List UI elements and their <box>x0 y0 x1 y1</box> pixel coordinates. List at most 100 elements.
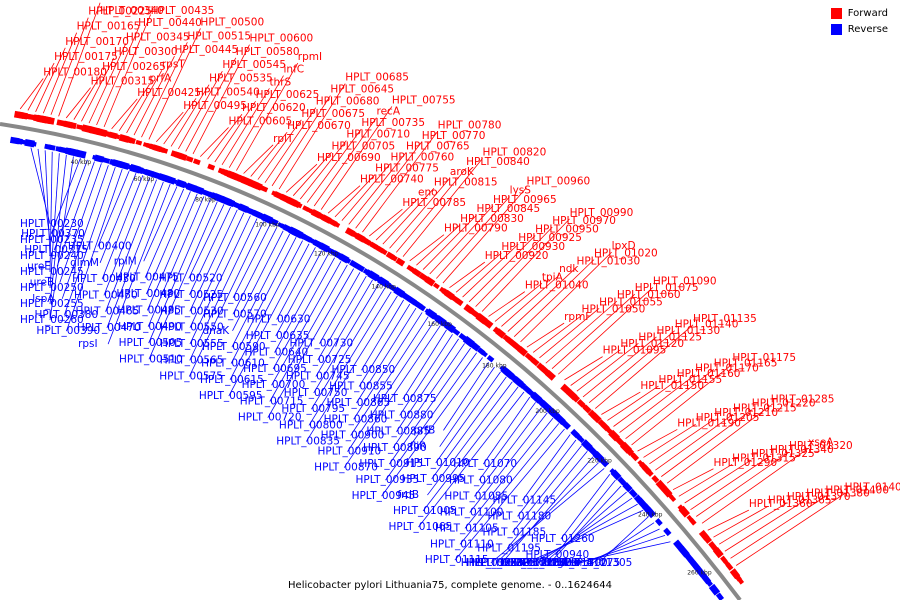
reverse-feature <box>75 149 87 159</box>
forward-label-leader <box>73 72 103 120</box>
forward-gene-label: HPLT_01140 <box>675 319 739 331</box>
forward-label-leader <box>292 152 332 196</box>
tick-label: 120 kbp <box>314 251 339 258</box>
forward-feature <box>651 475 660 484</box>
forward-gene-label: HPLT_00755 <box>392 94 456 106</box>
forward-label-leader <box>730 496 826 559</box>
reverse-label-leader <box>64 167 116 316</box>
forward-gene-label: eno <box>418 187 438 199</box>
reverse-feature <box>715 592 725 600</box>
forward-gene-label: HPLT_01060 <box>617 289 681 301</box>
forward-gene-label: rpsT <box>162 58 185 70</box>
reverse-label-leader <box>232 230 284 331</box>
reverse-gene-label: HPLT_00530 <box>160 305 224 317</box>
backbone-arc <box>0 122 742 600</box>
reverse-label-leader <box>347 320 435 452</box>
reverse-feature <box>170 178 178 185</box>
reverse-gene-label: HPLT_00430 <box>72 273 136 285</box>
forward-gene-label: HPLT_00620 <box>242 102 306 114</box>
reverse-feature <box>654 518 663 527</box>
reverse-label-leader <box>147 196 205 327</box>
forward-label-leader <box>455 252 502 293</box>
tick-label: 40 kbp <box>71 159 92 166</box>
legend-reverse-label: Reverse <box>847 24 888 35</box>
forward-label-leader <box>696 451 790 517</box>
forward-label-leader <box>481 218 570 312</box>
reverse-label-leader <box>189 206 231 296</box>
reverse-label-leader <box>402 329 447 400</box>
forward-label-leader <box>320 106 393 210</box>
forward-feature <box>544 369 556 381</box>
forward-feature <box>725 562 734 571</box>
forward-gene-label: xseA <box>808 436 834 448</box>
forward-gene-label: HPLT_01380 <box>806 488 870 500</box>
reverse-gene-label: hemC <box>520 557 551 569</box>
forward-gene-label: HPLT_00965 <box>493 194 557 206</box>
forward-gene-label: HPLT_00645 <box>330 84 394 96</box>
reverse-label-leader <box>188 221 264 377</box>
reverse-label-leader <box>30 147 51 224</box>
forward-label-leader <box>103 14 151 128</box>
forward-gene-label: HPLT_00820 <box>483 146 547 158</box>
forward-gene-label: HPLT_00225 <box>88 6 152 18</box>
reverse-gene-label: HPLT_00245 <box>20 266 84 278</box>
reverse-gene-label: rplM <box>114 255 137 267</box>
forward-gene-label: HPLT_00845 <box>476 203 540 215</box>
reverse-feature <box>30 141 37 147</box>
forward-gene-label: HPLT_00790 <box>444 223 508 235</box>
forward-gene-label: HPLT_00970 <box>552 215 616 227</box>
reverse-gene-label: HPLT_00505 <box>119 337 183 349</box>
reverse-gene-label: HPLT_01105 <box>435 522 499 534</box>
forward-gene-label: HPLT_00680 <box>316 96 380 108</box>
reverse-gene-label: HPLT_01065 <box>388 521 452 533</box>
tick-label: 100 kbp <box>255 222 280 229</box>
tick-label: 160 kbp <box>427 321 452 328</box>
forward-label-leader <box>35 47 66 112</box>
reverse-gene-label: HPLT_00560 <box>203 292 267 304</box>
forward-label-leader <box>228 75 284 168</box>
reverse-gene-label: frdB <box>397 489 419 501</box>
reverse-feature <box>577 435 585 444</box>
forward-gene-label: HPLT_00445 <box>174 44 238 56</box>
reverse-label-leader <box>232 227 278 315</box>
forward-gene-label: HPLT_00435 <box>151 5 215 17</box>
forward-feature <box>207 163 216 171</box>
forward-gene-label: HPLT_00675 <box>301 108 365 120</box>
reverse-label-leader <box>44 150 51 256</box>
forward-label-leader <box>207 114 243 160</box>
forward-label-leader <box>148 28 201 140</box>
reverse-gene-label: HPLT_01010 <box>406 457 470 469</box>
reverse-gene-label: HPLT_01145 <box>492 494 556 506</box>
forward-label-leader <box>299 140 347 200</box>
reverse-label-leader <box>549 485 622 564</box>
forward-feature <box>395 257 406 267</box>
reverse-gene-label: HPLT_00590 <box>202 341 266 353</box>
forward-label-leader <box>65 87 91 119</box>
reverse-label-leader <box>317 275 367 361</box>
forward-label-leader <box>678 463 733 497</box>
reverse-label-leader <box>512 445 582 533</box>
forward-label-leader <box>735 493 845 566</box>
reverse-label-leader <box>478 402 536 481</box>
forward-feature <box>495 328 506 339</box>
reverse-gene-label: HPLT_00260 <box>20 314 84 326</box>
reverse-feature <box>47 144 56 151</box>
forward-feature <box>333 221 341 228</box>
forward-gene-label: HPLT_01165 <box>714 357 778 369</box>
reverse-label-leader <box>399 334 453 416</box>
reverse-gene-label: HPLT_00630 <box>247 314 311 326</box>
forward-label-leader <box>582 336 657 398</box>
forward-feature <box>273 191 283 200</box>
forward-gene-label: HPLT_01090 <box>653 275 717 287</box>
forward-label-leader <box>243 144 274 174</box>
reverse-feature <box>610 469 622 481</box>
forward-feature <box>185 155 194 163</box>
forward-label-leader <box>588 330 675 404</box>
reverse-gene-label: flgL <box>550 557 569 569</box>
reverse-label-leader <box>276 247 316 320</box>
reverse-gene-label: HPLT_00610 <box>201 358 265 370</box>
forward-label-leader <box>539 307 600 359</box>
reverse-feature <box>133 165 144 175</box>
reverse-label-leader <box>385 352 477 481</box>
